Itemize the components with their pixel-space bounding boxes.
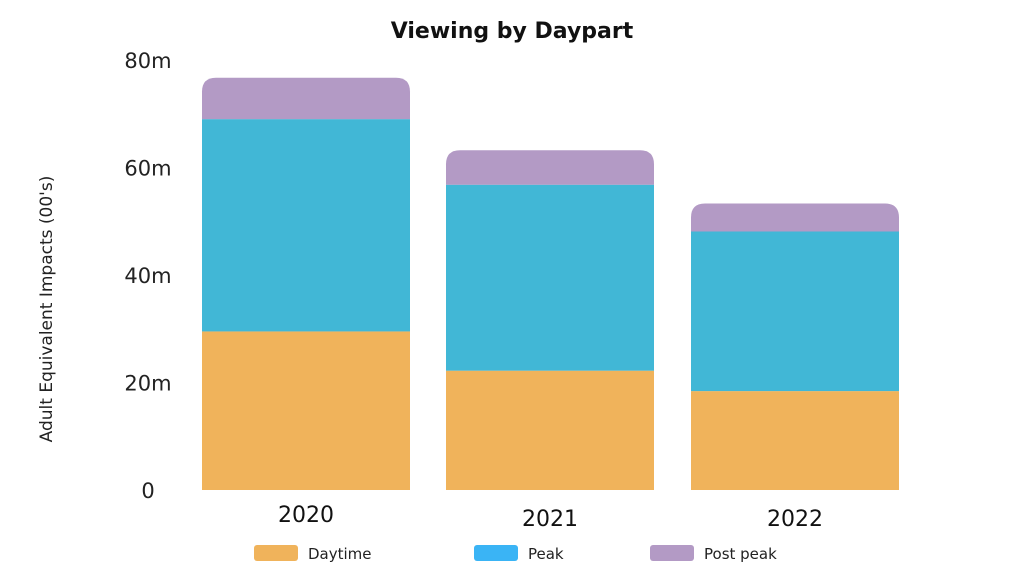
y-tick-label: 40m <box>124 264 171 288</box>
chart-title: Viewing by Daypart <box>391 19 634 44</box>
bar-post-peak-2022 <box>691 203 899 232</box>
bar-daytime-2020 <box>202 331 410 490</box>
y-axis-ticks: 0 20m 40m 60m 80m <box>124 49 171 503</box>
y-axis-label: Adult Equivalent Impacts (00's) <box>37 176 57 443</box>
bar-post-peak-2020 <box>202 77 410 120</box>
legend-swatch-daytime <box>254 545 298 561</box>
legend-label-post-peak: Post peak <box>704 545 777 563</box>
y-tick-label: 0 <box>141 479 154 503</box>
bar-post-peak-2021 <box>446 150 654 185</box>
x-category-label: 2020 <box>278 503 334 528</box>
y-tick-label: 20m <box>124 372 171 396</box>
x-category-label: 2021 <box>522 507 578 532</box>
legend-label-peak: Peak <box>528 545 564 563</box>
y-tick-label: 80m <box>124 49 171 73</box>
legend: Daytime Peak Post peak <box>254 545 777 563</box>
bar-daytime-2022 <box>691 391 899 490</box>
y-tick-label: 60m <box>124 157 171 181</box>
bar-peak-2020 <box>202 119 410 332</box>
bar-peak-2022 <box>691 231 899 392</box>
x-axis-categories: 2020 2021 2022 <box>278 503 823 532</box>
legend-swatch-post-peak <box>650 545 694 561</box>
bar-peak-2021 <box>446 184 654 371</box>
x-category-label: 2022 <box>767 507 823 532</box>
legend-label-daytime: Daytime <box>308 545 372 563</box>
bars <box>202 77 899 490</box>
legend-swatch-peak <box>474 545 518 561</box>
bar-daytime-2021 <box>446 370 654 490</box>
